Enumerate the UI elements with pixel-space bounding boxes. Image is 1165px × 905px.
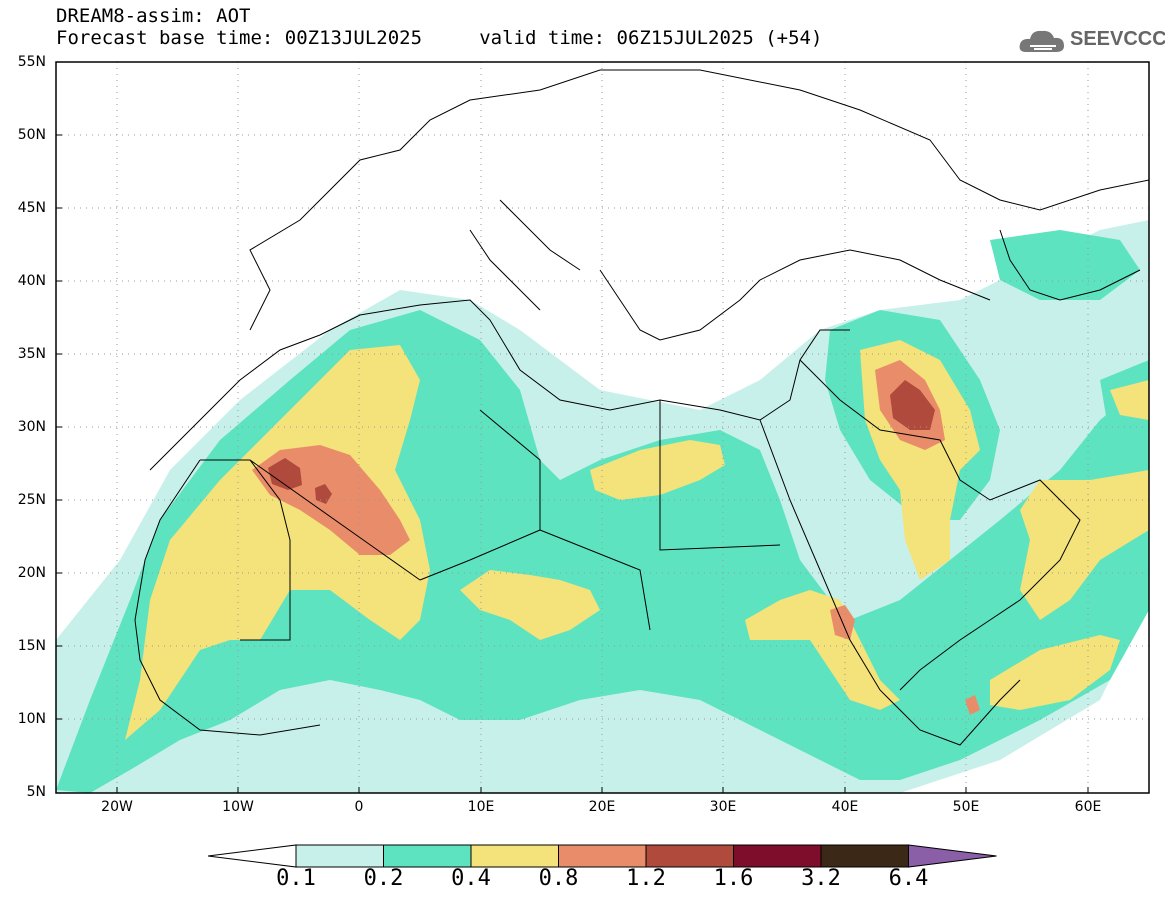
colorbar-label: 6.4 bbox=[888, 866, 929, 891]
colorbar-swatch bbox=[820, 844, 909, 868]
colorbar-label: 0.2 bbox=[363, 866, 404, 891]
coastlines bbox=[134, 69, 1149, 746]
map-title-line1: DREAM8-assim: AOT bbox=[56, 5, 251, 27]
lat-label: 40N bbox=[17, 273, 46, 289]
colorbar-label: 1.6 bbox=[713, 866, 754, 891]
lat-label: 50N bbox=[17, 127, 46, 143]
lon-label: 20W bbox=[101, 799, 133, 815]
colorbar-under-arrow bbox=[207, 844, 297, 868]
colorbar-swatch bbox=[383, 844, 472, 868]
lon-label: 20E bbox=[588, 799, 616, 815]
lat-label: 25N bbox=[17, 492, 46, 508]
lat-label: 45N bbox=[17, 200, 46, 216]
colorbar-over-arrow bbox=[908, 844, 997, 868]
lon-label: 50E bbox=[952, 799, 980, 815]
lat-label: 30N bbox=[17, 419, 46, 435]
lat-label: 5N bbox=[26, 784, 46, 800]
cloud-icon bbox=[1019, 30, 1064, 52]
graticule bbox=[56, 62, 1149, 793]
colorbar-label: 0.8 bbox=[538, 866, 579, 891]
lon-label: 60E bbox=[1074, 799, 1102, 815]
colorbar-swatch bbox=[295, 844, 384, 868]
logo-text: SEEVCCC bbox=[1070, 28, 1165, 50]
colorbar-swatch bbox=[733, 844, 822, 868]
seevccc-logo: SEEVCCC bbox=[1018, 22, 1165, 58]
lon-label: 40E bbox=[831, 799, 859, 815]
lon-label: 30E bbox=[709, 799, 737, 815]
lon-label: 10W bbox=[222, 799, 254, 815]
lat-label: 55N bbox=[17, 54, 46, 70]
colorbar-label: 0.4 bbox=[451, 866, 491, 891]
colorbar-swatch bbox=[470, 844, 559, 868]
lon-label: 0 bbox=[354, 799, 364, 815]
lon-label: 10E bbox=[467, 799, 495, 815]
colorbar-swatch bbox=[558, 844, 647, 868]
colorbar-label: 0.1 bbox=[276, 866, 316, 891]
colorbar-label: 3.2 bbox=[801, 866, 841, 891]
colorbar-swatch bbox=[645, 844, 734, 868]
colorbar-label: 1.2 bbox=[626, 866, 666, 891]
lat-label: 10N bbox=[17, 711, 46, 727]
lat-label: 20N bbox=[17, 565, 46, 581]
lat-label: 35N bbox=[17, 346, 46, 362]
lat-label: 15N bbox=[17, 638, 46, 654]
map-title-line2: Forecast base time: 00Z13JUL2025 valid t… bbox=[56, 27, 823, 49]
